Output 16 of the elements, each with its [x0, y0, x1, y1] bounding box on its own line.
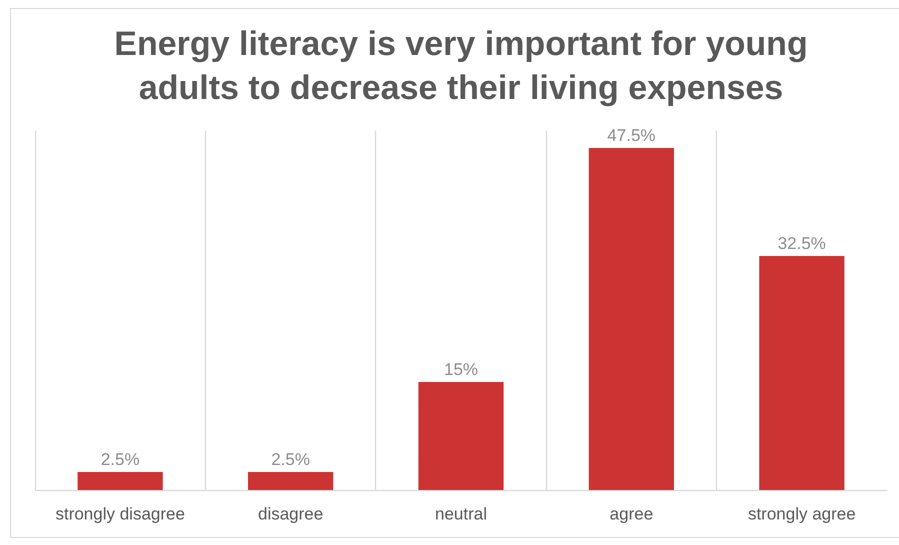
data-label: 2.5%: [271, 450, 310, 469]
bar: [759, 256, 844, 490]
bar: [588, 148, 674, 490]
x-tick-label: disagree: [258, 504, 324, 524]
data-label: 47.5%: [607, 126, 656, 145]
bar: [248, 472, 334, 490]
data-label: 2.5%: [100, 450, 140, 469]
bar: [418, 382, 504, 490]
bar: [78, 472, 163, 490]
x-tick-label: strongly agree: [748, 504, 856, 524]
x-tick-label: strongly disagree: [55, 504, 185, 524]
data-label: 15%: [444, 360, 478, 379]
x-tick-label: agree: [610, 504, 654, 524]
data-label: 32.5%: [778, 234, 826, 253]
chart-title: Energy literacy is very important for young adults to decrease their living expenses: [114, 25, 808, 107]
x-tick-label: neutral: [435, 504, 487, 524]
